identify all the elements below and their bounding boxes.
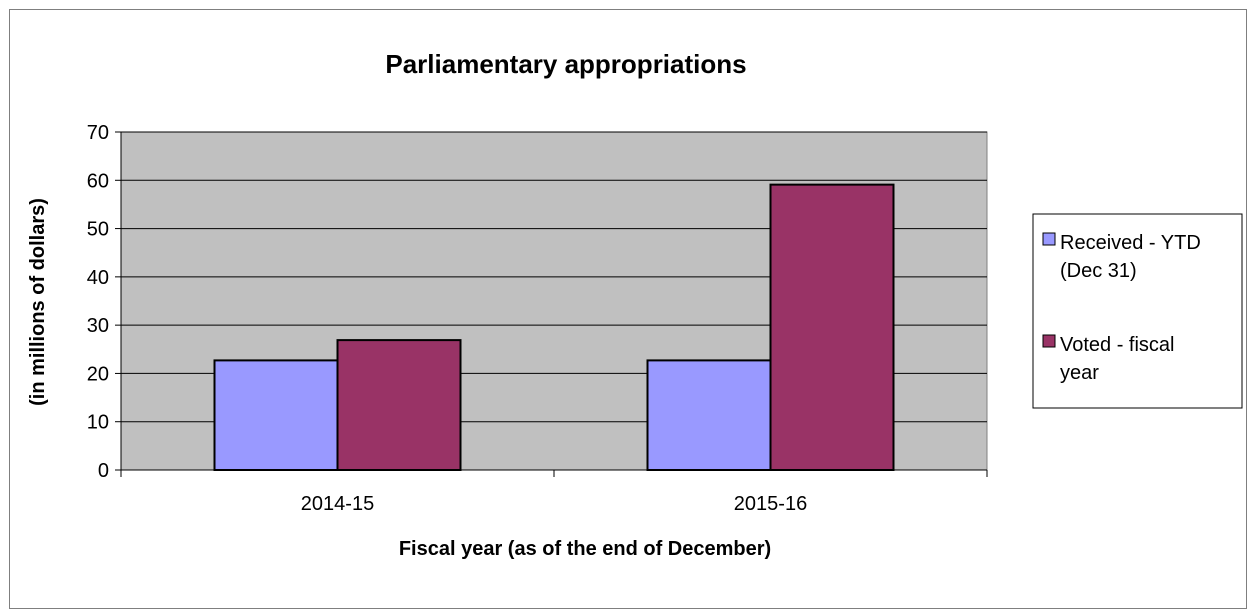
bar-chart: Parliamentary appropriations 0 10 20 30 40 50… [27, 49, 1243, 560]
y-tick-label: 40 [87, 267, 109, 289]
y-tick-label: 60 [87, 170, 109, 192]
y-tick-label: 20 [87, 363, 109, 385]
y-tick-label: 50 [87, 219, 109, 241]
y-tick-label: 30 [87, 315, 109, 337]
bar [213, 359, 339, 471]
legend-swatch [1042, 334, 1056, 348]
legend-box [1032, 213, 1243, 409]
legend-label: Voted - fiscal year [1060, 334, 1175, 384]
legend-swatch [1042, 232, 1056, 246]
y-axis-label: (in millions of dollars) [27, 198, 49, 406]
y-tick-label: 0 [98, 460, 109, 482]
x-tick-label: 2014-15 [301, 493, 374, 515]
legend-label: Received - YTD (Dec 31) [1060, 232, 1201, 282]
legend: Received - YTD (Dec 31) Voted - fiscal year [1032, 213, 1243, 409]
bar [769, 183, 895, 471]
plot-area: 0 10 20 30 40 50 60 70 2014-15 2015-16 [87, 122, 988, 515]
y-tick-label: 70 [87, 122, 109, 144]
chart-title: Parliamentary appropriations [385, 49, 746, 79]
bar [646, 359, 772, 471]
x-tick-label: 2015-16 [734, 493, 807, 515]
x-axis-label: Fiscal year (as of the end of December) [399, 538, 771, 560]
y-tick-label: 10 [87, 412, 109, 434]
bar [336, 339, 462, 471]
